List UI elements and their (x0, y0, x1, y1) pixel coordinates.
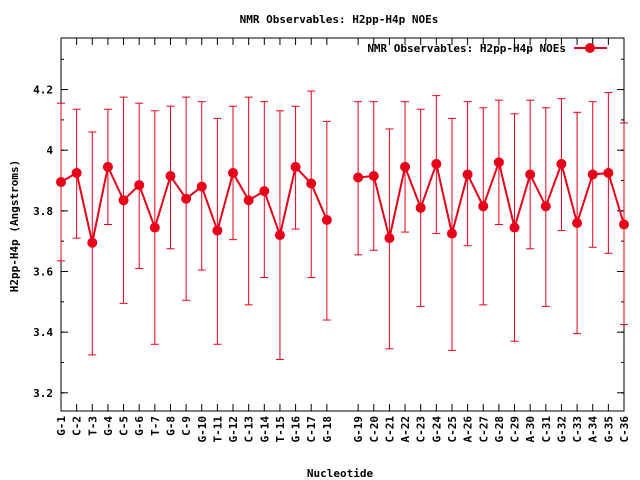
x-tick-label: C-25 (446, 416, 459, 443)
data-point (619, 219, 629, 230)
x-tick-label: G-10 (196, 416, 209, 443)
y-tick-label: 3.6 (33, 266, 53, 279)
x-tick-label: C-2 (71, 416, 84, 436)
y-tick-label: 3.4 (33, 326, 53, 339)
x-tick-label: C-23 (415, 416, 428, 443)
data-point (400, 161, 411, 172)
data-point (243, 195, 254, 206)
y-tick-label: 3.2 (33, 387, 53, 400)
data-point (525, 169, 536, 180)
data-point (603, 167, 614, 178)
x-tick-label: G-4 (102, 416, 115, 436)
x-tick-label: G-12 (227, 416, 240, 443)
chart-title: NMR Observables: H2pp-H4p NOEs (240, 13, 439, 26)
data-point (431, 158, 442, 169)
x-tick-label: C-31 (540, 416, 553, 443)
y-tick-label: 4.2 (33, 84, 53, 97)
x-tick-label: T-3 (86, 416, 99, 436)
x-tick-label: T-15 (274, 416, 287, 443)
data-point (368, 170, 379, 181)
data-point (228, 167, 239, 178)
x-tick-label: C-20 (368, 416, 381, 443)
x-tick-label: T-11 (211, 416, 224, 443)
data-point (493, 157, 504, 168)
data-point (102, 161, 113, 172)
x-tick-label: G-18 (321, 416, 334, 443)
legend-marker (585, 43, 595, 53)
data-point (306, 178, 317, 189)
data-point (321, 214, 332, 225)
x-tick-label: C-5 (118, 416, 131, 436)
x-tick-label: C-17 (305, 416, 318, 443)
y-tick-label: 3.8 (33, 205, 53, 218)
x-tick-label: G-19 (352, 416, 365, 443)
data-point (212, 225, 223, 236)
data-point (134, 180, 145, 191)
data-point (149, 222, 160, 233)
data-point (446, 228, 457, 239)
x-tick-label: C-13 (243, 416, 256, 443)
x-tick-label: G-6 (133, 416, 146, 436)
data-point (353, 172, 364, 183)
x-tick-label: A-26 (462, 416, 475, 443)
x-tick-label: A-34 (587, 416, 600, 443)
data-point (384, 233, 395, 244)
series-line (60, 163, 328, 243)
x-tick-label: T-7 (149, 416, 162, 436)
x-tick-label: C-36 (618, 416, 631, 443)
legend: NMR Observables: H2pp-H4p NOEs (367, 42, 566, 55)
x-tick-label: C-9 (180, 416, 193, 436)
x-tick-label: G-16 (290, 416, 303, 443)
data-point (478, 201, 489, 212)
x-tick-label: G-14 (258, 416, 271, 443)
data-point (290, 161, 301, 172)
x-tick-label: A-22 (399, 416, 412, 443)
data-point (181, 193, 192, 204)
data-point (56, 177, 66, 188)
data-point (587, 169, 598, 180)
x-tick-label: G-35 (602, 416, 615, 443)
data-point (556, 158, 567, 169)
x-tick-label: G-32 (555, 416, 568, 443)
x-tick-label: G-8 (164, 416, 177, 436)
data-point (71, 167, 82, 178)
data-point (415, 202, 426, 213)
x-tick-label: C-27 (477, 416, 490, 443)
x-tick-label: C-21 (383, 416, 396, 443)
data-point (87, 237, 98, 248)
y-tick-label: 4 (46, 144, 53, 157)
x-tick-label: G-28 (493, 416, 506, 443)
x-tick-label: A-30 (524, 416, 537, 443)
data-point (509, 222, 520, 233)
x-tick-label: G-1 (55, 416, 68, 436)
x-tick-label: G-24 (430, 416, 443, 443)
data-point (572, 217, 583, 228)
series-line (358, 158, 625, 239)
plot-frame (60, 37, 625, 412)
data-point (165, 170, 176, 181)
x-tick-label: C-29 (509, 416, 522, 443)
x-axis-label: Nucleotide (307, 467, 374, 480)
data-point (259, 186, 270, 197)
y-axis-label: H2pp-H4p (Angstroms) (8, 160, 21, 292)
data-point (196, 181, 207, 192)
plot-area: 3.2 3.4 3.6 3.8 4 4.2 G-1 C-2 T-3 G-4 C-5 G-6 T-7 G-8… (33, 37, 631, 443)
data-point (118, 195, 129, 206)
data-point (540, 201, 551, 212)
data-point (462, 169, 473, 180)
legend-label: NMR Observables: H2pp-H4p NOEs (367, 42, 566, 55)
x-tick-label: C-33 (571, 416, 584, 443)
data-point (274, 230, 285, 241)
